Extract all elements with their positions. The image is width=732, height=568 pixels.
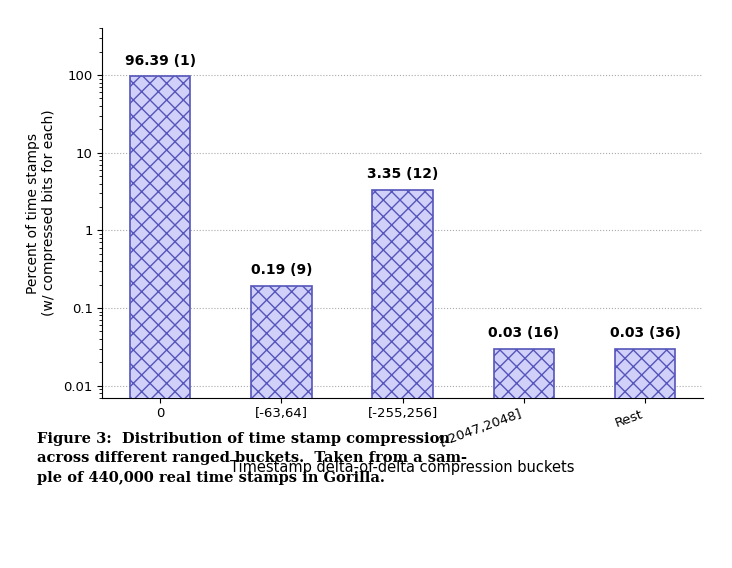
X-axis label: Timestamp delta-of-delta compression buckets: Timestamp delta-of-delta compression buc… [231,460,575,475]
Bar [130,76,190,568]
Text: 3.35 (12): 3.35 (12) [367,167,438,181]
Text: Figure 3:  Distribution of time stamp compression
across different ranged bucket: Figure 3: Distribution of time stamp com… [37,432,466,485]
Text: 0.03 (16): 0.03 (16) [488,325,559,340]
Y-axis label: Percent of time stamps
(w/ compressed bits for each): Percent of time stamps (w/ compressed bi… [26,110,56,316]
Text: 96.39 (1): 96.39 (1) [124,53,195,68]
Bar [251,286,312,568]
Bar [493,349,554,568]
Bar [615,349,676,568]
Text: 0.03 (36): 0.03 (36) [610,325,681,340]
Bar [373,190,433,568]
Text: 0.19 (9): 0.19 (9) [250,264,312,278]
